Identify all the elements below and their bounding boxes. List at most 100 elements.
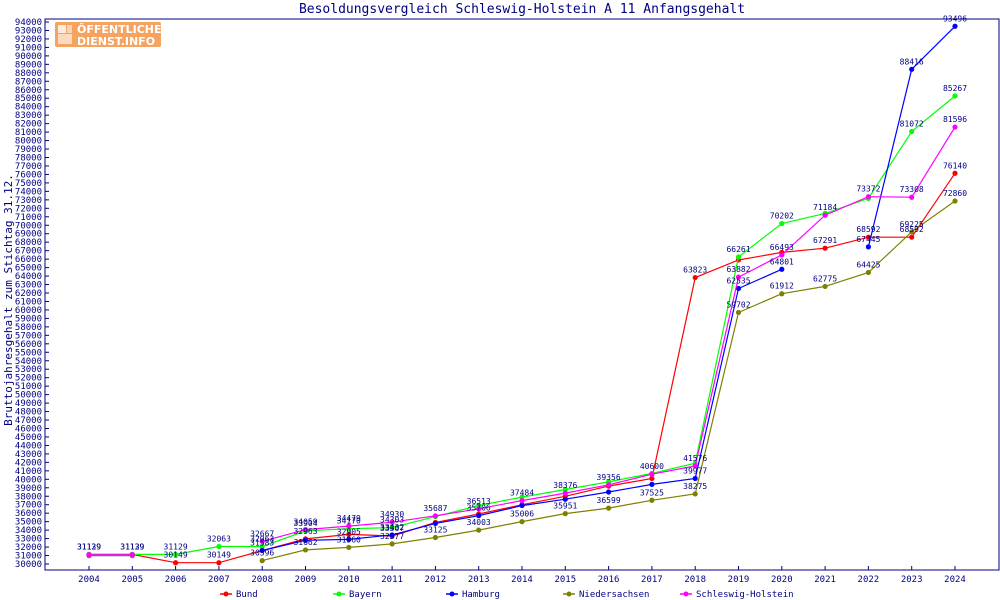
y-tick-label: 85000	[15, 94, 42, 104]
y-tick-label: 35000	[15, 518, 42, 528]
series-niedersachsen	[86, 198, 958, 564]
y-tick-label: 77000	[15, 162, 42, 172]
data-point-bayern	[952, 93, 958, 99]
legend-item-bayern: Bayern	[333, 590, 382, 600]
x-tick-label: 2020	[771, 575, 793, 585]
data-label: 85267	[943, 84, 967, 93]
data-point-hamburg	[476, 513, 482, 519]
data-point-bayern	[909, 128, 915, 135]
series-hamburg	[86, 23, 958, 559]
y-tick-label: 41000	[15, 467, 42, 477]
y-tick-label: 56000	[15, 340, 42, 350]
series-lines	[86, 23, 958, 566]
data-label: 31129	[164, 542, 188, 551]
data-label: 40600	[640, 462, 664, 471]
data-label: 59702	[726, 300, 750, 309]
x-tick-label: 2019	[728, 575, 750, 585]
data-label: 31583	[250, 539, 274, 548]
y-tick-label: 51000	[15, 382, 42, 392]
data-label: 64801	[770, 257, 794, 266]
data-point-bayern	[173, 551, 179, 558]
data-point-schleswig-holstein	[476, 506, 482, 512]
y-tick-label: 64000	[15, 272, 42, 282]
data-label: 63882	[726, 265, 750, 274]
y-tick-label: 74000	[15, 187, 42, 197]
data-label: 73308	[900, 185, 924, 194]
data-label: 68592	[900, 225, 924, 234]
series-line-hamburg	[89, 25, 956, 557]
x-tick-label: 2011	[381, 575, 403, 585]
site-logo: ÖFFENTLICHER DIENST.INFO	[55, 22, 170, 48]
y-tick-label: 32000	[15, 543, 42, 553]
data-label: 81072	[900, 119, 924, 128]
y-tick-label: 69000	[15, 230, 42, 240]
y-tick-label: 92000	[15, 35, 42, 45]
data-point-schleswig-holstein	[735, 274, 742, 280]
data-label: 38376	[553, 481, 577, 490]
data-point-niedersachsen	[909, 229, 915, 235]
data-label: 31129	[120, 542, 144, 551]
data-point-niedersachsen	[822, 283, 828, 290]
data-label: 33125	[423, 526, 447, 535]
data-point-schleswig-holstein	[129, 552, 135, 558]
data-label: 39356	[597, 473, 621, 482]
legend-item-niedersachsen: Niedersachsen	[563, 590, 649, 600]
data-label: 69225	[900, 220, 924, 229]
grid-logo-icon	[58, 25, 72, 44]
data-point-hamburg	[259, 547, 265, 554]
y-tick-label: 48000	[15, 408, 42, 418]
y-tick-label: 38000	[15, 492, 42, 502]
data-point-niedersachsen	[865, 269, 872, 276]
y-tick-label: 54000	[15, 357, 42, 367]
y-tick-label: 89000	[15, 60, 42, 70]
data-label: 34003	[467, 518, 491, 527]
data-point-hamburg	[346, 536, 352, 542]
data-label: 30396	[250, 549, 274, 558]
legend-label: Schleswig-Holstein	[696, 590, 794, 600]
data-point-hamburg	[389, 532, 395, 538]
legend-label: Hamburg	[462, 590, 500, 600]
data-point-bayern	[562, 486, 568, 493]
data-label: 33307	[380, 524, 404, 533]
data-point-schleswig-holstein	[692, 463, 698, 469]
data-point-schleswig-holstein	[259, 538, 265, 545]
x-tick-label: 2009	[295, 575, 317, 585]
y-tick-label: 61000	[15, 297, 42, 307]
data-label: 36513	[467, 497, 491, 506]
data-point-hamburg	[649, 481, 655, 487]
data-label: 67291	[813, 236, 837, 245]
y-tick-label: 31000	[15, 552, 42, 562]
y-tick-label: 49000	[15, 399, 42, 409]
legend-marker	[449, 591, 455, 597]
y-tick-label: 53000	[15, 365, 42, 375]
data-label: 64425	[856, 260, 880, 269]
y-tick-label: 70000	[15, 221, 42, 231]
data-point-schleswig-holstein	[865, 194, 872, 200]
y-tick-label: 71000	[15, 213, 42, 223]
legend-label: Bayern	[349, 590, 382, 600]
data-point-niedersachsen	[346, 544, 352, 551]
y-tick-label: 88000	[15, 69, 42, 79]
y-tick-label: 39000	[15, 484, 42, 494]
y-tick-label: 82000	[15, 120, 42, 130]
data-label: 34479	[337, 514, 361, 523]
legend-label: Bund	[236, 590, 258, 600]
y-tick-label: 94000	[15, 18, 42, 28]
data-label: 71184	[813, 203, 837, 212]
data-label: 30149	[207, 551, 231, 560]
data-point-niedersachsen	[952, 198, 958, 204]
y-tick-label: 76000	[15, 170, 42, 180]
y-tick-label: 84000	[15, 103, 42, 113]
y-tick-label: 36000	[15, 509, 42, 519]
data-label: 62535	[726, 276, 750, 285]
data-point-bayern	[216, 543, 222, 550]
data-point-niedersachsen	[779, 291, 785, 297]
data-label: 66261	[726, 245, 750, 254]
data-point-bund	[822, 245, 828, 251]
logo-line2: DIENST.INFO	[77, 35, 155, 48]
y-tick-label: 34000	[15, 526, 42, 536]
data-point-bayern	[389, 524, 395, 531]
data-point-hamburg	[692, 475, 698, 482]
data-point-bayern	[779, 220, 785, 227]
